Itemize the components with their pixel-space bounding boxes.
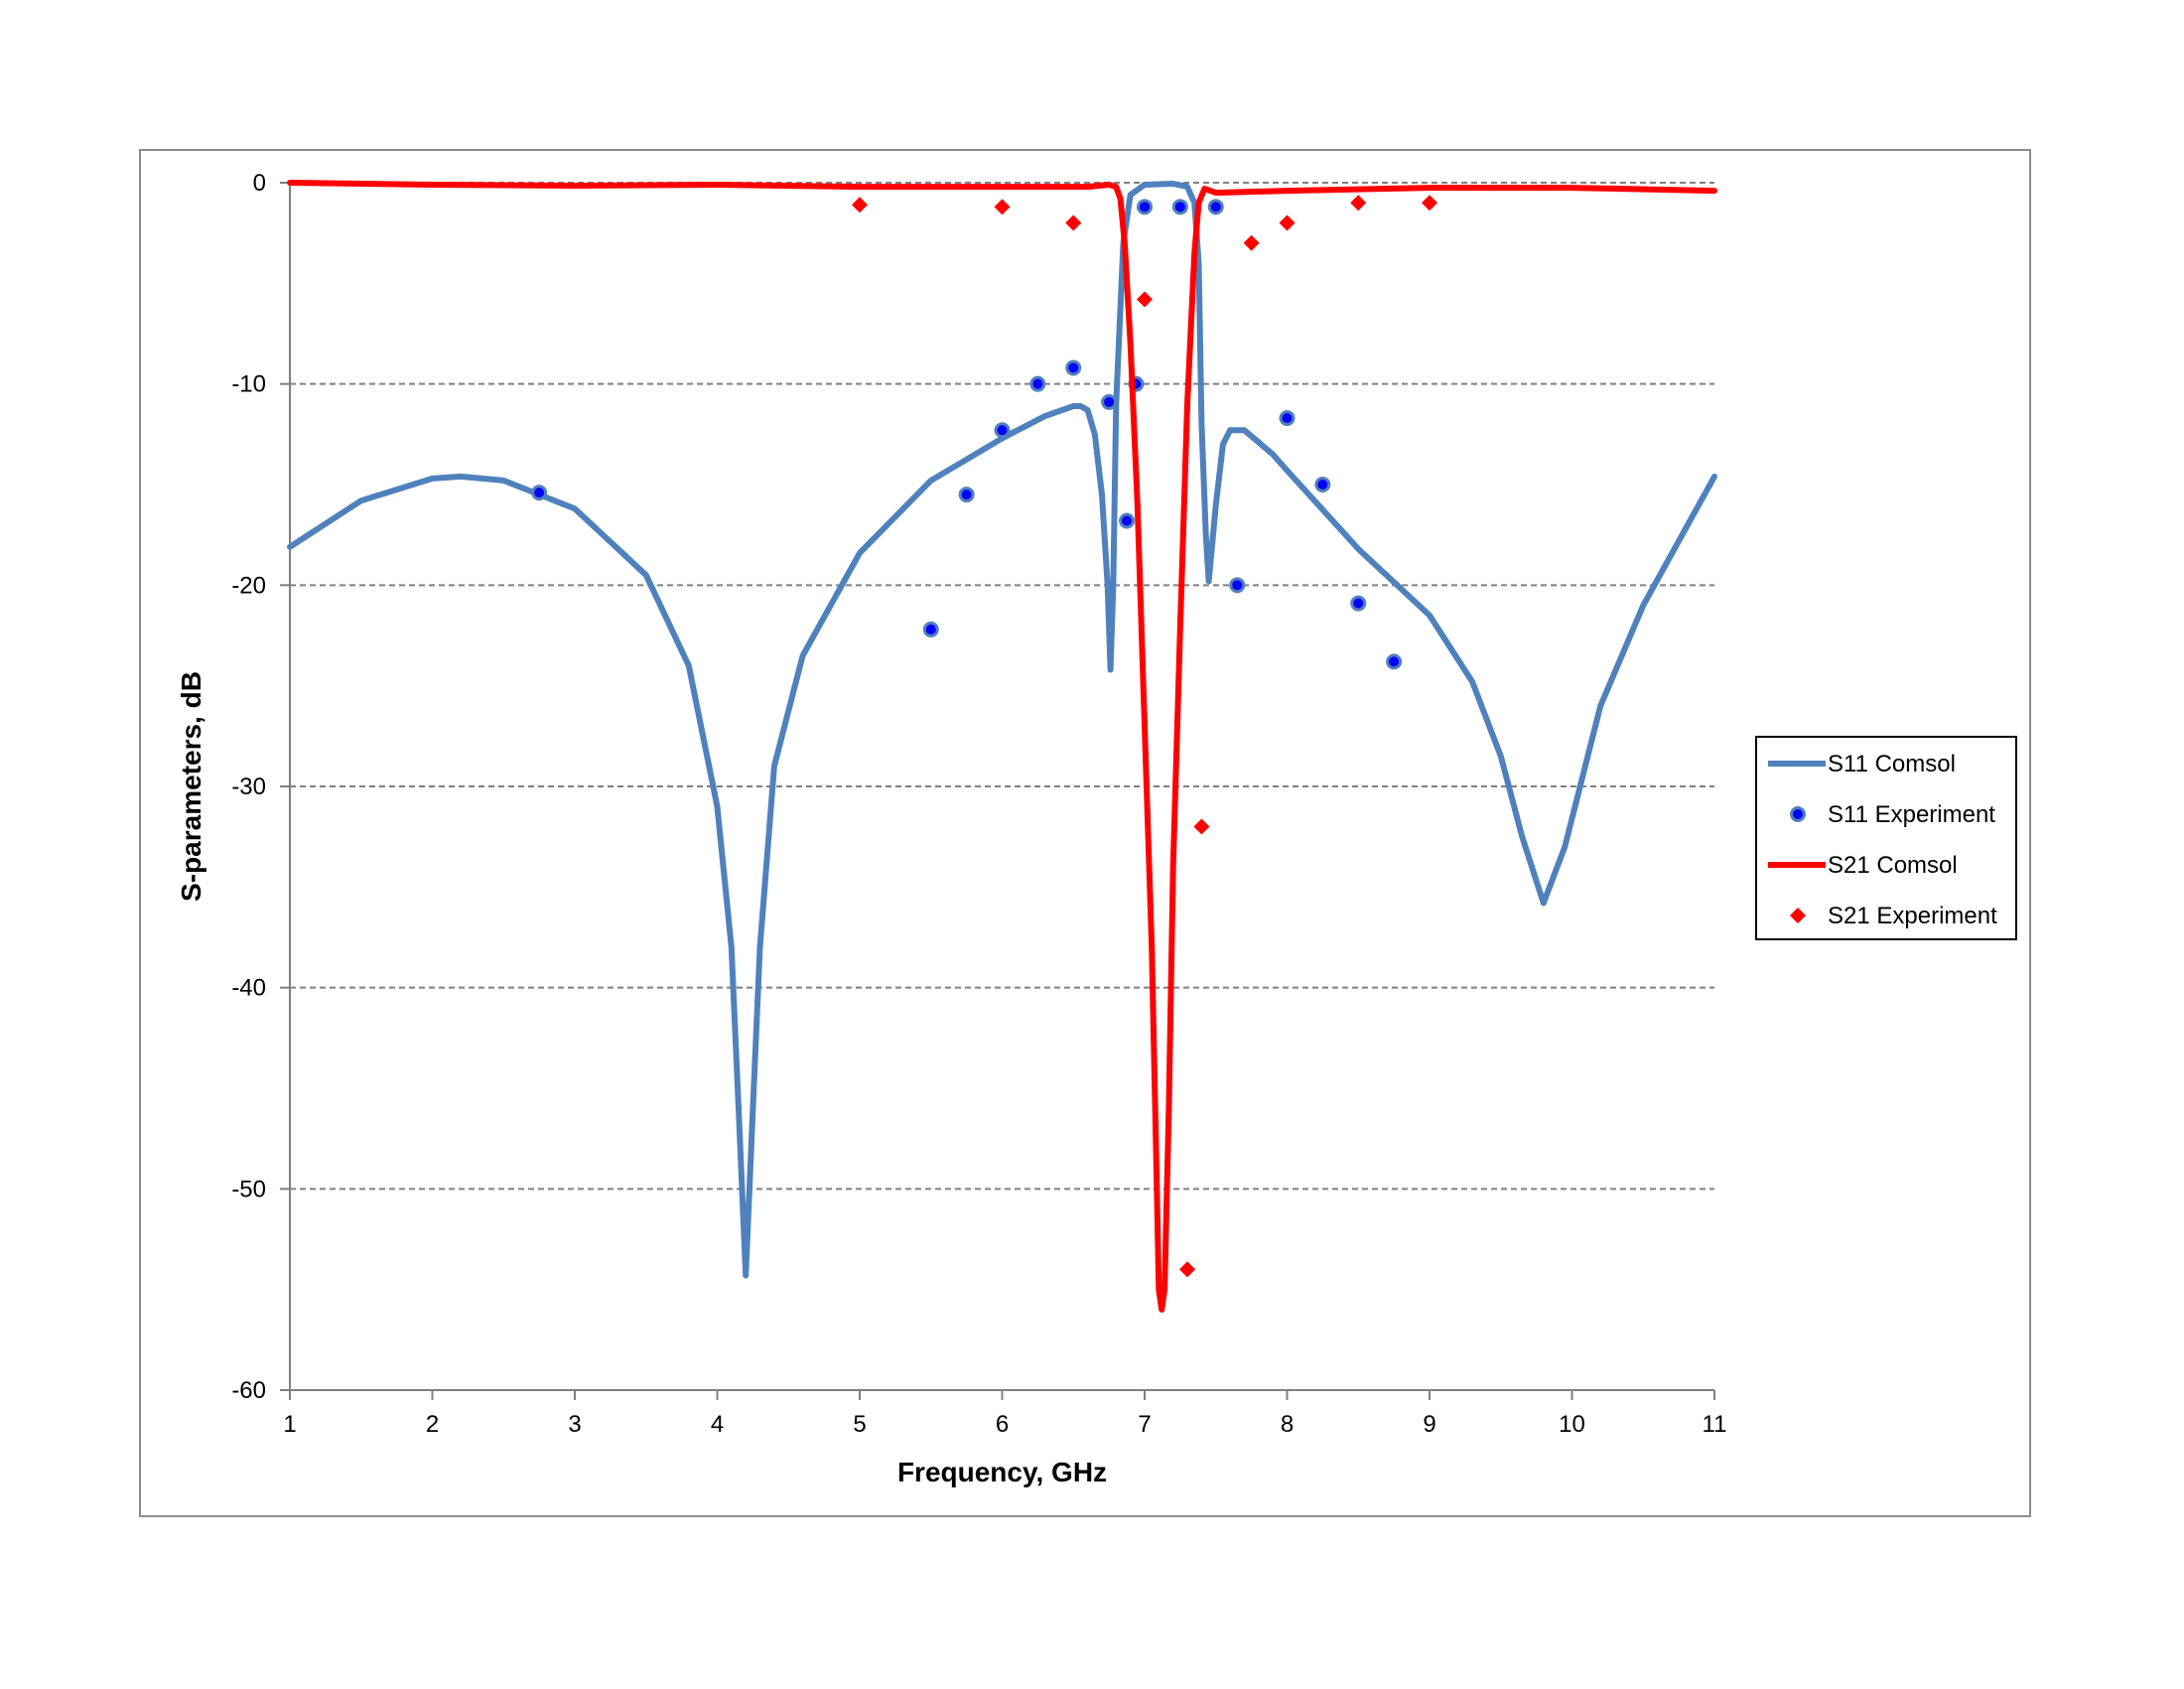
x-tick-label: 2 [426, 1411, 439, 1438]
legend-item: S11 Experiment [1790, 801, 1995, 828]
legend-label: S21 Comsol [1828, 852, 1958, 879]
series-2 [531, 199, 1403, 670]
data-point [1119, 512, 1136, 529]
x-tick-label: 6 [996, 1411, 1009, 1438]
y-tick-label: -10 [231, 371, 266, 398]
axes: 0 -10 -20 -30 -40 -50 -60 1 2 3 4 5 6 7 8 9 10 11 [231, 170, 1726, 1438]
data-point [1171, 199, 1188, 215]
data-point [1386, 653, 1403, 670]
data-point [1065, 214, 1082, 231]
data-point [1029, 375, 1046, 392]
y-axis-title: S-parameters, dB [176, 671, 206, 902]
data-point [531, 485, 548, 501]
data-point [1279, 214, 1296, 231]
data-point [1207, 199, 1224, 215]
y-tick-label: 0 [253, 170, 266, 197]
data-point [1193, 818, 1210, 835]
chart-frame: 0 -10 -20 -30 -40 -50 -60 1 2 3 4 5 6 7 8 9 10 11 Frequen… [139, 149, 2031, 1517]
legend-item: S21 Experiment [1790, 903, 1997, 929]
x-tick-label: 1 [283, 1411, 296, 1438]
legend-label: S11 Comsol [1828, 751, 1956, 777]
y-tick-label: -30 [231, 774, 266, 800]
y-tick-label: -50 [231, 1176, 266, 1202]
x-axis-title: Frequency, GHz [897, 1457, 1107, 1487]
data-point [1790, 806, 1806, 822]
x-tick-label: 8 [1281, 1411, 1294, 1438]
y-tick-label: -60 [231, 1377, 266, 1404]
series-3 [287, 180, 1717, 1313]
legend-label: S21 Experiment [1828, 903, 1997, 929]
chart-svg: 0 -10 -20 -30 -40 -50 -60 1 2 3 4 5 6 7 8 9 10 11 Frequen… [176, 170, 2017, 1487]
data-point [1279, 410, 1296, 427]
data-point [958, 487, 975, 503]
series-line [287, 180, 1717, 1313]
x-tick-label: 5 [853, 1411, 866, 1438]
series-layer [287, 180, 1717, 1313]
x-tick-label: 4 [711, 1411, 724, 1438]
data-point [1179, 1261, 1196, 1278]
series-1 [287, 181, 1717, 1279]
y-tick-label: -40 [231, 975, 266, 1002]
grid-lines [290, 182, 1714, 1191]
x-tick-label: 3 [568, 1411, 581, 1438]
data-point [1422, 195, 1437, 211]
legend-item: S21 Comsol [1768, 852, 1958, 879]
x-tick-label: 9 [1423, 1411, 1435, 1438]
legend: S11 Comsol S11 Experiment S21 Comsol S21 Ex… [1755, 736, 2017, 940]
data-point [994, 199, 1011, 215]
data-point [1314, 477, 1331, 493]
data-point [1350, 195, 1367, 211]
x-tick-label: 10 [1559, 1411, 1585, 1438]
legend-box [1755, 736, 2017, 940]
x-tick-label: 11 [1703, 1411, 1727, 1438]
legend-item: S11 Comsol [1768, 751, 1956, 777]
x-tick-label: 7 [1138, 1411, 1151, 1438]
series-line [287, 181, 1717, 1279]
data-point [1101, 393, 1118, 410]
data-point [1137, 291, 1153, 308]
series-4 [852, 195, 1437, 1278]
y-tick-label: -20 [231, 572, 266, 599]
legend-label: S11 Experiment [1828, 801, 1995, 828]
data-point [994, 422, 1011, 439]
data-point [1229, 577, 1246, 594]
data-point [1350, 595, 1367, 612]
data-point [1243, 234, 1260, 251]
data-point [1065, 359, 1082, 376]
data-point [852, 197, 868, 213]
data-point [922, 621, 939, 637]
data-point [1137, 199, 1153, 215]
data-point [1790, 908, 1806, 923]
